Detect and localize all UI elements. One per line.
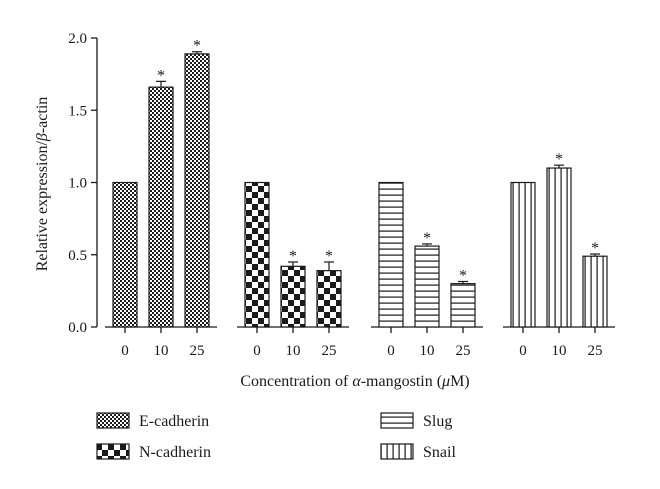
x-tick-label: 25: [322, 343, 337, 359]
y-tick-label: 1.5: [68, 103, 87, 119]
x-axis-label: Concentration of α-mangostin (μM): [240, 373, 469, 390]
x-tick-label: 10: [420, 343, 435, 359]
legend-label-slug: Slug: [423, 413, 452, 430]
x-tick-label: 25: [588, 343, 603, 359]
plot-area: 0.0 0.5 1.0 1.5 2.0 0 10 * 25 * 0 10 * 25 * 0 10 * 25 * 0 10 *…: [68, 31, 615, 359]
bar-n-cadherin-10: [280, 265, 306, 328]
legend-swatch-snail: [380, 443, 414, 460]
y-axis-label: Relative expression/β-actin: [34, 97, 51, 272]
x-tick-label: 10: [154, 343, 169, 359]
legend-label-e-cadherin: E-cadherin: [139, 413, 209, 430]
significance-star: *: [193, 38, 201, 55]
significance-star: *: [591, 240, 599, 257]
significance-star: *: [459, 267, 467, 284]
bar-n-cadherin-25: [316, 270, 342, 328]
legend-label-snail: Snail: [423, 444, 456, 461]
x-tick-label: 25: [456, 343, 471, 359]
legend-swatch-n-cadherin: [96, 443, 130, 460]
y-tick-label: 0.5: [68, 248, 87, 264]
bar-e-cadherin-25: [184, 53, 210, 328]
significance-star: *: [157, 67, 165, 84]
y-tick-label: 2.0: [68, 31, 87, 47]
bar-n-cadherin-0: [244, 181, 270, 328]
significance-star: *: [423, 230, 431, 247]
y-tick-label: 0.0: [68, 320, 87, 336]
legend-swatch-slug: [380, 412, 414, 429]
bar-snail-0: [510, 181, 536, 328]
bar-e-cadherin-10: [148, 86, 174, 328]
bar-slug-25: [450, 283, 476, 328]
x-tick-label: 10: [552, 343, 567, 359]
y-tick-label: 1.0: [68, 176, 87, 192]
bar-snail-10: [546, 167, 572, 328]
significance-star: *: [325, 248, 333, 265]
x-tick-label: 0: [387, 343, 395, 359]
x-tick-label: 10: [286, 343, 301, 359]
bar-e-cadherin-0: [112, 181, 138, 328]
bar-slug-0: [378, 181, 404, 328]
significance-star: *: [555, 151, 563, 168]
bar-snail-25: [582, 255, 608, 328]
legend-label-n-cadherin: N-cadherin: [139, 444, 211, 461]
x-tick-label: 0: [519, 343, 527, 359]
x-tick-label: 25: [190, 343, 205, 359]
x-tick-label: 0: [253, 343, 261, 359]
legend: E-cadherin N-cadherin Slug Snail: [96, 412, 456, 461]
x-tick-label: 0: [121, 343, 129, 359]
significance-star: *: [289, 248, 297, 265]
bar-slug-10: [414, 245, 440, 328]
legend-swatch-e-cadherin: [96, 412, 130, 429]
